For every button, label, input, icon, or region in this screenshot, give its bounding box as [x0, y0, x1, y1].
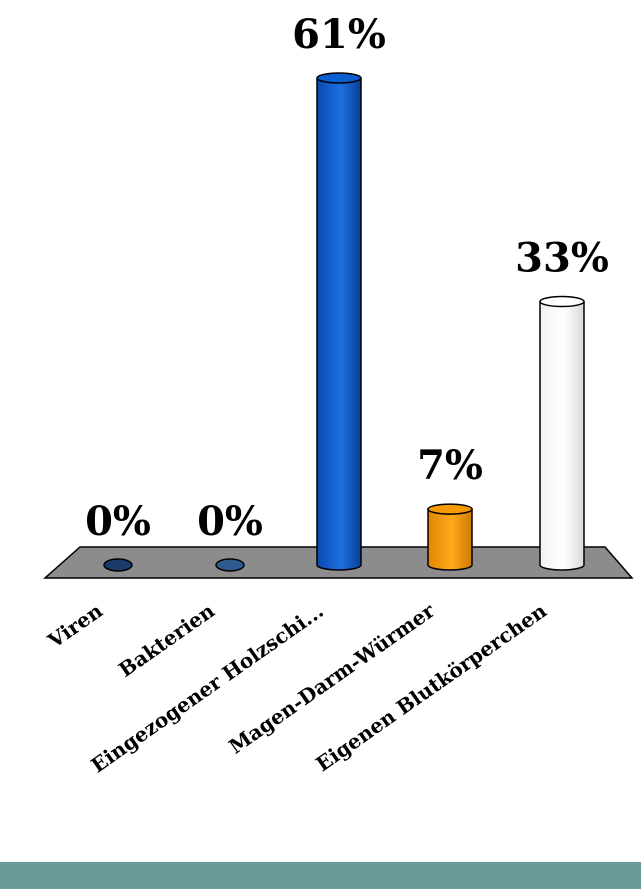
category-label-1: Viren	[43, 598, 108, 653]
value-label-1: 0%	[85, 498, 151, 545]
bar-5	[539, 295, 585, 571]
value-label-3: 61%	[292, 11, 386, 58]
category-label-2: Bakterien	[114, 598, 219, 682]
value-label-4: 7%	[417, 442, 483, 489]
value-label-5: 33%	[515, 235, 609, 282]
bar-4	[427, 503, 473, 571]
value-label-2: 0%	[197, 498, 263, 545]
category-label-4: Magen-Darm-Würmer	[224, 598, 439, 758]
bar-1	[103, 558, 133, 572]
bar-3	[316, 72, 362, 571]
bar-chart: 0% 0%61%7%33% Viren BakterienEingezogener …	[43, 11, 634, 778]
bar-2	[215, 558, 245, 572]
footer-bar	[0, 862, 641, 889]
category-label-5: Eigenen Blutkörperchen	[311, 598, 551, 776]
